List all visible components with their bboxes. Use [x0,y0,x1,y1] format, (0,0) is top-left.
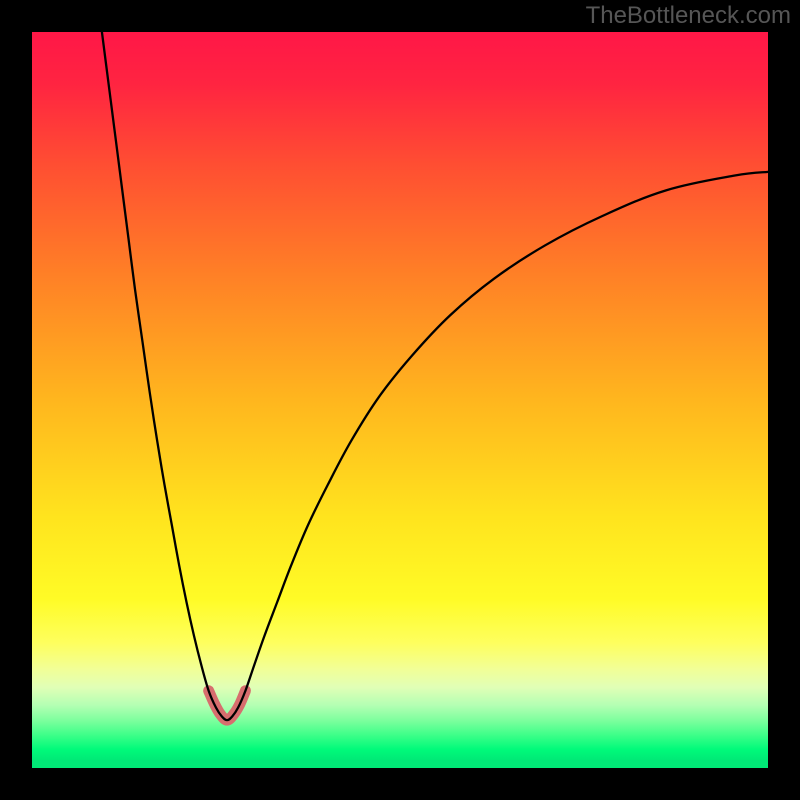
bottleneck-curve [102,32,768,720]
watermark-text: TheBottleneck.com [586,2,791,30]
chart-svg [32,32,768,768]
chart-container: TheBottleneck.com [0,0,800,800]
